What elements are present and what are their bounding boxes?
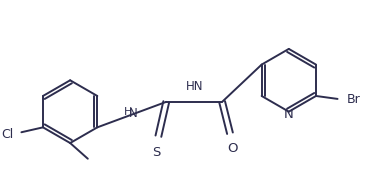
- Text: H: H: [124, 107, 132, 117]
- Text: S: S: [152, 146, 161, 159]
- Text: N: N: [284, 108, 294, 122]
- Text: N: N: [129, 107, 138, 120]
- Text: HN: HN: [185, 80, 203, 93]
- Text: O: O: [228, 142, 238, 155]
- Text: Br: Br: [346, 93, 360, 106]
- Text: Cl: Cl: [1, 128, 14, 141]
